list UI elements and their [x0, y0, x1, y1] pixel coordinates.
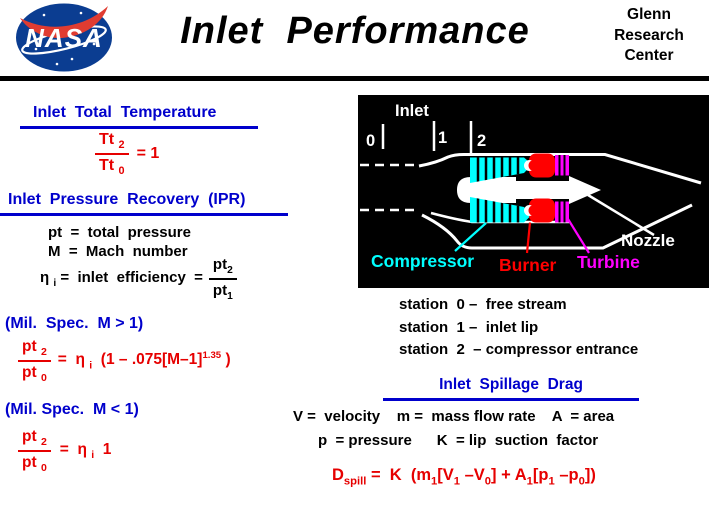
header-divider	[0, 76, 709, 81]
turbine-bottom	[555, 201, 569, 223]
fraction-pt2-pt0-supersonic-denominator: pt 0	[22, 364, 47, 385]
label-mil-spec-subsonic: (Mil. Spec. M < 1)	[5, 401, 139, 418]
underline-inlet-pressure-recovery	[0, 213, 288, 216]
equation-spillage-drag: Dspill = K (m1[V1 –V0] + A1[p1 –p0])	[332, 466, 596, 488]
turbine-top	[555, 155, 569, 176]
definition-mach-number: M = Mach number	[48, 243, 188, 260]
inlet-label: Inlet	[395, 102, 429, 120]
turbine-label: Turbine	[577, 252, 640, 272]
compressor-label: Compressor	[371, 251, 474, 271]
page-title: Inlet Performance	[180, 10, 530, 52]
station-definitions: station 0 – free stream station 1 – inle…	[399, 294, 638, 362]
nozzle-pointer-line	[587, 193, 655, 237]
definition-inlet-efficiency: η i = inlet efficiency = pt2 pt1	[40, 256, 237, 302]
definition-inlet-efficiency-lhs: η i = inlet efficiency =	[40, 269, 203, 289]
burner-pointer-line	[525, 222, 532, 254]
compressor-pointer-line	[454, 222, 487, 252]
spinner	[457, 177, 516, 203]
station-0-label: 0	[366, 132, 375, 150]
burner-label: Burner	[499, 255, 557, 275]
nasa-logo-swoosh	[20, 6, 108, 39]
burner-bottom	[524, 198, 555, 223]
equation-mil-spec-subsonic-rhs: = η i 1	[59, 441, 112, 462]
fraction-tt: Tt 2 Tt 0	[95, 131, 129, 177]
org-line-1: Glenn	[627, 6, 671, 23]
heading-inlet-total-temperature: Inlet Total Temperature	[33, 104, 217, 121]
label-mil-spec-supersonic: (Mil. Spec. M > 1)	[5, 315, 144, 332]
nasa-logo-text: NASA	[25, 23, 103, 53]
equation-mil-spec-supersonic-rhs: = η i (1 – .075[M–1]1.35 )	[57, 350, 231, 372]
tail-cone	[569, 176, 601, 204]
station-1-label: 1	[438, 129, 447, 147]
engine-shaft	[513, 181, 573, 199]
fraction-tt-numerator: Tt 2	[95, 131, 129, 156]
equation-mil-spec-supersonic: pt 2 pt 0 = η i (1 – .075[M–1]1.35 )	[18, 338, 231, 384]
fraction-pt2-pt1-denominator: pt1	[212, 282, 233, 302]
nasa-logo: NASA	[16, 3, 112, 72]
turbine-pointer-line	[567, 218, 590, 254]
fraction-pt2-pt0-supersonic: pt 2 pt 0	[18, 338, 51, 384]
equation-mil-spec-subsonic: pt 2 pt 0 = η i 1	[18, 428, 111, 474]
equation-tt-rhs: = 1	[136, 145, 160, 163]
diagram-reference-lines	[360, 121, 473, 212]
fraction-pt2-pt0-supersonic-numerator: pt 2	[18, 338, 51, 363]
nasa-logo-stars	[34, 11, 96, 66]
fraction-pt2-pt1: pt2 pt1	[208, 256, 237, 302]
org-line-3: Center	[624, 47, 674, 64]
burner-top	[524, 153, 555, 178]
definition-total-pressure: pt = total pressure	[48, 224, 191, 241]
underline-inlet-spillage-drag	[383, 398, 639, 401]
fraction-tt-denominator: Tt 0	[99, 157, 125, 178]
fraction-pt2-pt0-subsonic: pt 2 pt 0	[18, 428, 51, 474]
spillage-variables-line-1: V = velocity m = mass flow rate A = area	[293, 408, 615, 425]
spillage-variables-line-2: p = pressure K = lip suction factor	[318, 432, 599, 449]
heading-inlet-pressure-recovery: Inlet Pressure Recovery (IPR)	[8, 191, 246, 208]
org-name: Glenn Research Center	[595, 5, 703, 67]
engine-diagram: Inlet 0 1 2 Compressor Burner Turbine No…	[358, 95, 709, 288]
fraction-pt2-pt1-numerator: pt2	[208, 256, 237, 280]
station-definition-2: station 2 – compressor entrance	[399, 341, 639, 358]
nozzle-label: Nozzle	[621, 231, 675, 250]
fraction-pt2-pt0-subsonic-denominator: pt 0	[22, 454, 47, 475]
station-definition-0: station 0 – free stream	[399, 296, 567, 313]
org-line-2: Research	[614, 26, 684, 44]
cowl-top-line	[418, 153, 702, 185]
equation-total-temperature: Tt 2 Tt 0 = 1	[95, 131, 159, 177]
heading-inlet-spillage-drag: Inlet Spillage Drag	[439, 376, 583, 393]
station-definition-1: station 1 – inlet lip	[399, 318, 539, 336]
station-2-label: 2	[477, 132, 486, 150]
cowl-bottom-line	[421, 203, 693, 250]
underline-inlet-total-temperature	[20, 126, 258, 129]
fraction-pt2-pt0-subsonic-numerator: pt 2	[18, 428, 51, 453]
